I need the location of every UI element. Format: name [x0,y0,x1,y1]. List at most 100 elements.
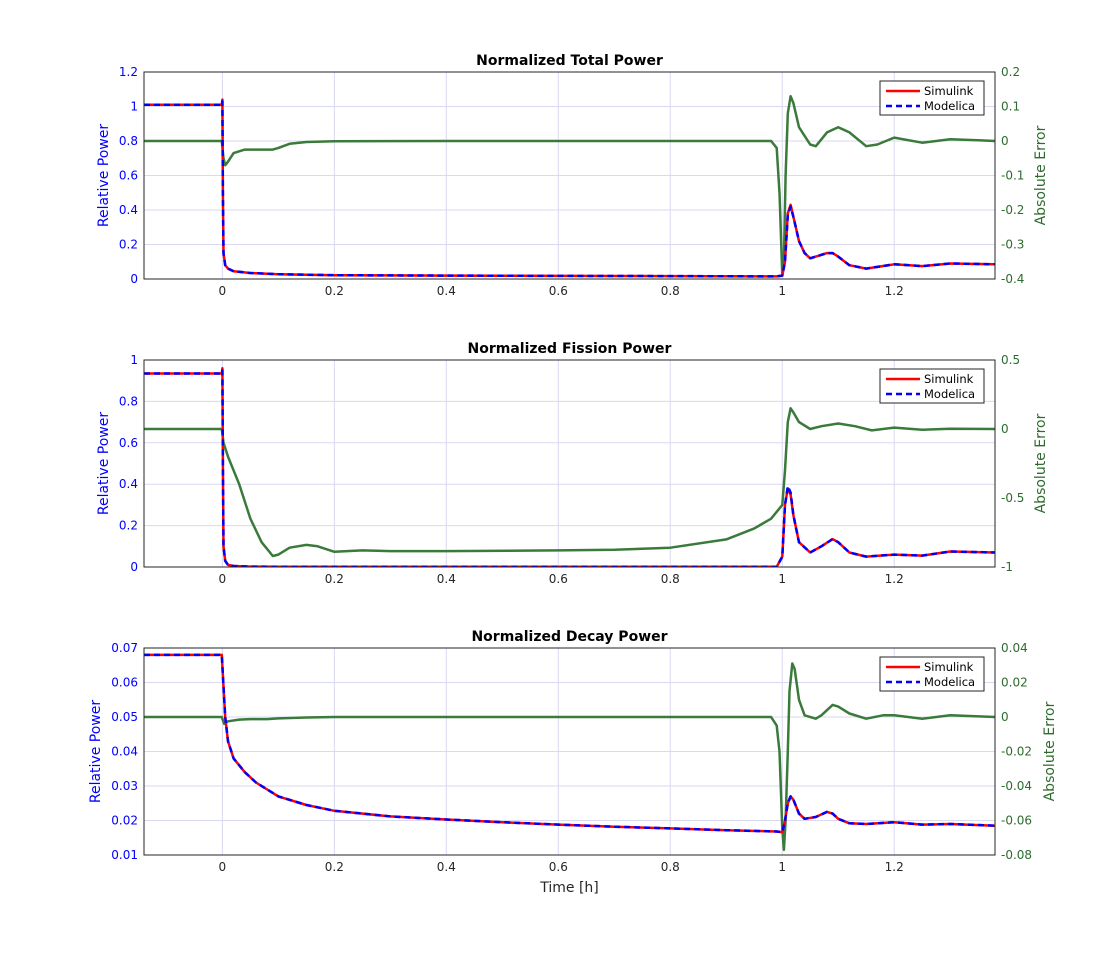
right-y-tick-label: -0.04 [1001,779,1032,793]
right-y-axis-label: Absolute Error [1042,701,1058,801]
y-tick-label: 0.03 [111,779,138,793]
x-tick-label: 0.8 [661,284,680,298]
series-line-absolute-error [144,407,995,558]
right-y-tick-label: -0.02 [1001,745,1032,759]
y-tick-label: 0.04 [111,745,138,759]
legend-box [879,656,985,692]
y-tick-label: 1 [130,353,138,367]
y-tick-label: 1 [130,100,138,114]
y-tick-label: 0.2 [119,519,138,533]
right-y-axis-label: Absolute Error [1033,125,1049,225]
y-tick-label: 0.6 [119,436,138,450]
chart-title: Normalized Total Power [476,53,663,69]
y-axis-label: Relative Power [88,700,104,803]
axes-frame [143,359,996,568]
x-tick-label: 0.4 [437,572,456,586]
x-tick-label: 0.2 [325,572,344,586]
right-y-tick-label: 0 [1001,710,1009,724]
x-axis-label: Time [h] [539,880,599,896]
legend-label: Modelica [924,99,975,113]
right-y-tick-label: -0.5 [1001,491,1024,505]
right-y-tick-label: 0.5 [1001,353,1020,367]
series-line-modelica [144,369,995,567]
axes-frame [143,71,996,280]
y-tick-label: 0.01 [111,848,138,862]
chart-title: Normalized Decay Power [471,629,667,645]
x-tick-label: 1.2 [885,284,904,298]
plot-area [143,359,996,568]
legend-box [879,368,985,404]
x-tick-label: 0.6 [549,284,568,298]
legend-label: Simulink [924,372,974,386]
y-tick-label: 0.4 [119,477,138,491]
y-tick-label: 0.06 [111,676,138,690]
legend-box [879,80,985,116]
x-tick-label: 0.2 [325,860,344,874]
x-tick-label: 0.2 [325,284,344,298]
right-y-tick-label: 0.04 [1001,641,1028,655]
x-tick-label: 0.8 [661,860,680,874]
y-axis-label: Relative Power [96,412,112,515]
right-y-tick-label: -1 [1001,560,1013,574]
y-tick-label: 0.2 [119,238,138,252]
legend-label: Simulink [924,84,974,98]
series-line-modelica [144,653,995,834]
right-y-tick-label: 0 [1001,422,1009,436]
right-y-tick-label: 0.02 [1001,676,1028,690]
x-tick-label: 0 [219,572,227,586]
x-tick-label: 1 [778,572,786,586]
y-axis-label: Relative Power [96,124,112,227]
series-group [144,94,995,278]
y-tick-label: 0.6 [119,169,138,183]
y-tick-label: 0.4 [119,203,138,217]
right-y-tick-label: -0.08 [1001,848,1032,862]
y-tick-label: 0.07 [111,641,138,655]
plot-area [143,71,996,280]
plot-area [143,647,996,856]
y-tick-label: 0.02 [111,814,138,828]
series-line-absolute-error [144,662,995,852]
legend-label: Modelica [924,675,975,689]
y-tick-label: 1.2 [119,65,138,79]
right-y-tick-label: -0.4 [1001,272,1024,286]
legend-label: Modelica [924,387,975,401]
legend-label: Simulink [924,660,974,674]
axes-frame [143,647,996,856]
right-y-tick-label: 0.1 [1001,100,1020,114]
x-tick-label: 0.4 [437,860,456,874]
chart-title: Normalized Fission Power [468,341,672,357]
x-tick-label: 1.2 [885,572,904,586]
x-tick-label: 1 [778,860,786,874]
x-tick-label: 0.4 [437,284,456,298]
right-y-tick-label: -0.2 [1001,203,1024,217]
series-group [144,653,995,852]
y-tick-label: 0 [130,560,138,574]
x-tick-label: 0.6 [549,860,568,874]
series-line-modelica [144,100,995,278]
right-y-axis-label: Absolute Error [1033,413,1049,513]
series-group [144,367,995,567]
right-y-tick-label: -0.1 [1001,169,1024,183]
y-tick-label: 0.8 [119,134,138,148]
y-tick-label: 0.05 [111,710,138,724]
right-y-tick-label: 0.2 [1001,65,1020,79]
total-power-panel: Normalized Total Power Relative Power Ab… [96,53,1049,298]
right-y-tick-label: 0 [1001,134,1009,148]
y-tick-label: 0 [130,272,138,286]
x-tick-label: 0 [219,284,227,298]
right-y-tick-label: -0.3 [1001,238,1024,252]
decay-power-panel: Normalized Decay Power Relative Power Ab… [88,629,1058,874]
x-tick-label: 0.6 [549,572,568,586]
fission-power-panel: Normalized Fission Power Relative Power … [96,341,1049,586]
x-tick-label: 1.2 [885,860,904,874]
x-tick-label: 0 [219,860,227,874]
y-tick-label: 0.8 [119,394,138,408]
series-line-absolute-error [144,94,995,277]
axis-ticks: 0 0.2 0.4 0.6 0.8 1 1.2 0 0.2 0.4 0.6 0.8 1 1.2 -0.4 -0… [119,65,1025,298]
right-y-tick-label: -0.06 [1001,814,1032,828]
plot-background [144,360,995,567]
x-tick-label: 0.8 [661,572,680,586]
